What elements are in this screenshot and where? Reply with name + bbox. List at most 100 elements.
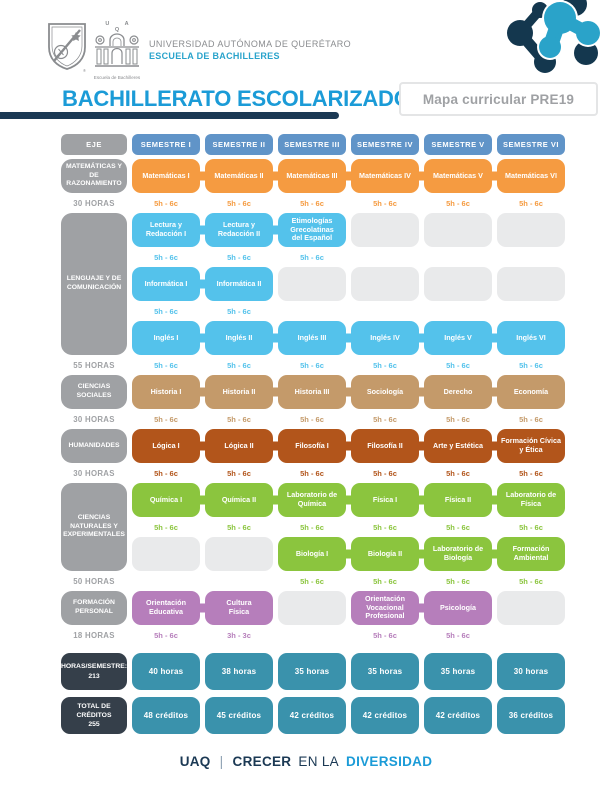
- section-sociales: CIENCIAS SOCIALES 30 HORAS Historia I Histo…: [61, 375, 565, 429]
- section-rows-lenguaje: Lectura y Redacción I Lectura y Redacción…: [132, 213, 565, 375]
- hours-total-matematicas: 30 HORAS: [73, 198, 115, 208]
- summary-value: 30 horas: [497, 653, 565, 690]
- empty-cell: [497, 213, 565, 247]
- section-naturales: CIENCIAS NATURALES Y EXPERIMENTALES 50 HO…: [61, 483, 565, 591]
- subject-cell: Matemáticas IV: [351, 159, 419, 193]
- credit-label: 5h - 6c: [227, 468, 251, 478]
- credit-label: [497, 625, 565, 645]
- credit-label: 5h - 6c: [373, 198, 397, 208]
- credit-label: 5h - 6c: [519, 414, 543, 424]
- subject-row: Informática I Informática II 5h - 6c 5h - 6…: [132, 267, 565, 321]
- credits-row: 5h - 6c 5h - 6c 5h - 6c 5h - 6c 5h - 6c 5h - …: [132, 463, 565, 483]
- hours-total-lenguaje: 55 HORAS: [73, 360, 115, 370]
- subject-cell: Filosofía II: [351, 429, 419, 463]
- eje-header-cell: EJE: [61, 134, 127, 155]
- bachilleres-building-logo: U A Q Escuela de Bachilleres: [91, 21, 143, 80]
- summary-value: 35 horas: [351, 653, 419, 690]
- credit-label: 5h - 6c: [227, 360, 251, 370]
- subject-cell: Lectura y Redacción I: [132, 213, 200, 247]
- subject-cell: Informática I: [132, 267, 200, 301]
- cells-row: Biología I Biología II Laboratorio de Biol…: [132, 537, 565, 571]
- summary-value: 42 créditos: [351, 697, 419, 734]
- credit-label: 5h - 6c: [300, 414, 324, 424]
- subject-row: Historia I Historia II Historia III Sociolo…: [132, 375, 565, 429]
- map-label-box: Mapa curricular PRE19: [399, 82, 598, 116]
- section-rows-personal: Orientación Educativa Cultura Física Orien…: [132, 591, 565, 645]
- eje-label-personal: FORMACIÓN PERSONAL: [61, 591, 127, 625]
- credit-label: [278, 301, 346, 321]
- subject-cell: Biología I: [278, 537, 346, 571]
- credit-label: [424, 301, 492, 321]
- hours-total-humanidades: 30 HORAS: [73, 468, 115, 478]
- subject-row: Biología I Biología II Laboratorio de Biol…: [132, 537, 565, 591]
- credit-label: 5h - 6c: [300, 576, 324, 586]
- credit-label: 5h - 6c: [300, 468, 324, 478]
- empty-cell: [351, 213, 419, 247]
- subject-cell: Etimologías Grecolatinas del Español: [278, 213, 346, 247]
- credit-label: [205, 571, 273, 591]
- credits-row: 5h - 6c 5h - 6c 5h - 6c 5h - 6c 5h - 6c 5h - …: [132, 517, 565, 537]
- subject-cell: Psicología: [424, 591, 492, 625]
- semester-header-6: SEMESTRE VI: [497, 134, 565, 155]
- eje-label-matematicas: MATEMÁTICAS Y DE RAZONAMIENTO: [61, 159, 127, 193]
- subject-cell: Laboratorio de Física: [497, 483, 565, 517]
- credit-label: 5h - 6c: [373, 414, 397, 424]
- summary-label-creditos: TOTAL DE CRÉDITOS 255: [61, 697, 127, 734]
- subject-row: Química I Química II Laboratorio de Químic…: [132, 483, 565, 537]
- logo-uaq-letters: U A Q: [105, 21, 136, 33]
- credit-label: 5h - 6c: [154, 522, 178, 532]
- credit-label: 5h - 6c: [300, 252, 324, 262]
- subject-cell: Arte y Estética: [424, 429, 492, 463]
- footer-tagline: UAQ | CRECER EN LA DIVERSIDAD: [0, 754, 612, 769]
- subject-cell: Formación Ambiental: [497, 537, 565, 571]
- subject-cell: Física II: [424, 483, 492, 517]
- semester-header-4: SEMESTRE IV: [351, 134, 419, 155]
- semester-header-1: SEMESTRE I: [132, 134, 200, 155]
- eje-column-lenguaje: LENGUAJE Y DE COMUNICACIÓN 55 HORAS: [61, 213, 127, 375]
- subject-cell: Cultura Física: [205, 591, 273, 625]
- credit-label: 5h - 6c: [519, 360, 543, 370]
- credit-label: [351, 301, 419, 321]
- cells-row: Lectura y Redacción I Lectura y Redacción…: [132, 213, 565, 247]
- credit-label: 5h - 6c: [373, 468, 397, 478]
- section-humanidades: HUMANIDADES 30 HORAS Lógica I Lógica II Filo…: [61, 429, 565, 483]
- summary-value: 38 horas: [205, 653, 273, 690]
- title-underline-bar: [0, 112, 339, 119]
- credit-label: 5h - 6c: [446, 414, 470, 424]
- subject-cell: Inglés II: [205, 321, 273, 355]
- credits-row: 5h - 6c 5h - 6c 5h - 6c 5h - 6c 5h - 6c 5h - …: [132, 193, 565, 213]
- subject-cell: Derecho: [424, 375, 492, 409]
- hours-total-naturales: 50 HORAS: [73, 576, 115, 586]
- credit-label: 5h - 6c: [446, 576, 470, 586]
- empty-cell: [424, 213, 492, 247]
- cells-row: Matemáticas I Matemáticas II Matemáticas I…: [132, 159, 565, 193]
- map-label: Mapa curricular PRE19: [422, 91, 575, 107]
- summary-value: 35 horas: [424, 653, 492, 690]
- subject-cell: Lógica II: [205, 429, 273, 463]
- eje-column-humanidades: HUMANIDADES 30 HORAS: [61, 429, 127, 483]
- credit-label: 5h - 6c: [300, 360, 324, 370]
- summary-value: 48 créditos: [132, 697, 200, 734]
- subject-cell: Inglés IV: [351, 321, 419, 355]
- subject-cell: Laboratorio de Química: [278, 483, 346, 517]
- footer-diversidad: DIVERSIDAD: [346, 754, 433, 769]
- empty-cell: [278, 591, 346, 625]
- logo-school-caption: Escuela de Bachilleres: [93, 75, 141, 80]
- subject-cell: Biología II: [351, 537, 419, 571]
- subject-row: Lógica I Lógica II Filosofía I Filosofía II…: [132, 429, 565, 483]
- summary-value: 45 créditos: [205, 697, 273, 734]
- credit-label: 5h - 6c: [154, 306, 178, 316]
- credit-label: 3h - 3c: [227, 630, 251, 640]
- credit-label: 5h - 6c: [227, 306, 251, 316]
- summary-value: 42 créditos: [278, 697, 346, 734]
- footer-crecer: CRECER: [232, 754, 292, 769]
- subject-cell: Matemáticas I: [132, 159, 200, 193]
- empty-cell: [497, 591, 565, 625]
- credit-label: 5h - 6c: [373, 360, 397, 370]
- summary-row-horas: HORAS/SEMESTRE: 213 40 horas 38 horas 35 ho…: [61, 653, 565, 690]
- subject-cell: Inglés V: [424, 321, 492, 355]
- subject-cell: Informática II: [205, 267, 273, 301]
- credit-label: 5h - 6c: [227, 252, 251, 262]
- credit-label: 5h - 6c: [373, 522, 397, 532]
- credit-label: 5h - 6c: [154, 360, 178, 370]
